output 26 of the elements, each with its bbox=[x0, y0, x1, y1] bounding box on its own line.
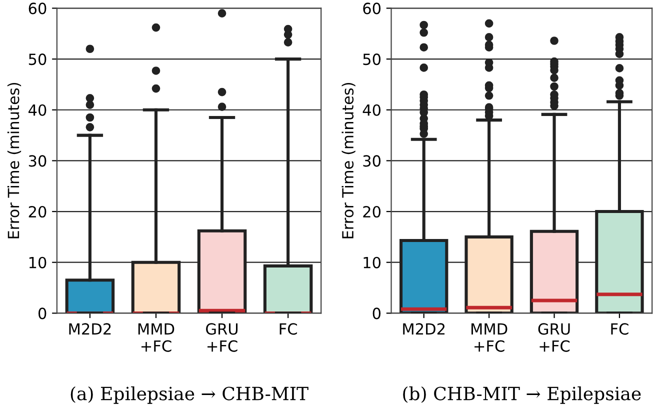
y-tick-label: 10 bbox=[29, 256, 46, 268]
y-tick-label: 60 bbox=[28, 2, 46, 14]
y-tick-label: 30 bbox=[363, 155, 381, 167]
x-tick-label: M2D2 bbox=[69, 323, 111, 335]
y-tick-label: 60 bbox=[363, 2, 381, 14]
y-tick-label: 40 bbox=[28, 104, 46, 116]
x-tick-label: M2D2 bbox=[403, 323, 445, 335]
y-tick-label: 0 bbox=[372, 308, 381, 320]
x-tick-label: GRU +FC bbox=[206, 323, 238, 352]
text: (a) Epilepsiae → CHB-MIT bbox=[70, 386, 308, 404]
y-tick-label: 0 bbox=[38, 308, 46, 320]
x-tick-label: MMD +FC bbox=[471, 323, 508, 352]
x-tick-label: FC bbox=[280, 323, 297, 335]
y-tick-label: 20 bbox=[363, 206, 381, 218]
y-tick-label: 50 bbox=[28, 54, 46, 66]
y-axis-title: Error Time (minutes) bbox=[342, 82, 356, 238]
y-tick-label: 30 bbox=[28, 155, 46, 167]
y-tick-label: 20 bbox=[28, 206, 46, 218]
y-tick-label: 10 bbox=[364, 256, 381, 268]
x-tick-label: MMD +FC bbox=[138, 323, 174, 352]
x-tick-label: GRU +FC bbox=[538, 323, 570, 352]
y-tick-label: 50 bbox=[363, 54, 381, 66]
y-tick-label: 40 bbox=[362, 104, 381, 116]
x-tick-label: FC bbox=[611, 323, 628, 335]
y-axis-title: Error Time (minutes) bbox=[7, 82, 22, 238]
text: (b) CHB-MIT → Epilepsiae bbox=[403, 386, 641, 404]
